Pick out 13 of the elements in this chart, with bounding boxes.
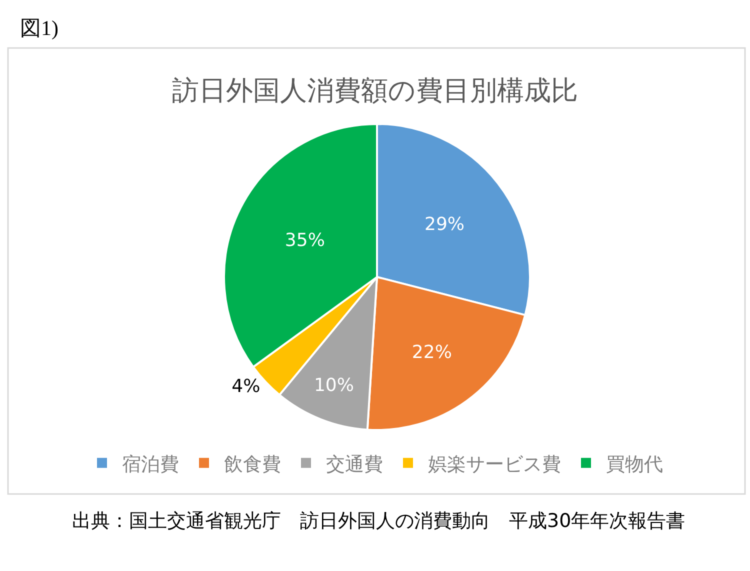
caption: 図1): [20, 16, 58, 40]
data-label: 35%: [284, 230, 325, 251]
legend-label: 買物代: [606, 453, 663, 476]
legend-label: 宿泊費: [122, 453, 179, 476]
legend-label: 娯楽サービス費: [428, 453, 561, 476]
source-note: 出典：国土交通省観光庁 訪日外国人の消費動向 平成30年年次報告書: [72, 510, 686, 532]
legend-label: 交通費: [326, 453, 383, 476]
data-label: 4%: [232, 376, 260, 398]
legend-label: 飲食費: [224, 453, 281, 476]
chart-title: 訪日外国人消費額の費目別構成比: [172, 75, 578, 106]
data-label: 29%: [424, 214, 465, 236]
data-label: 10%: [314, 375, 354, 396]
data-label: 22%: [412, 342, 452, 364]
